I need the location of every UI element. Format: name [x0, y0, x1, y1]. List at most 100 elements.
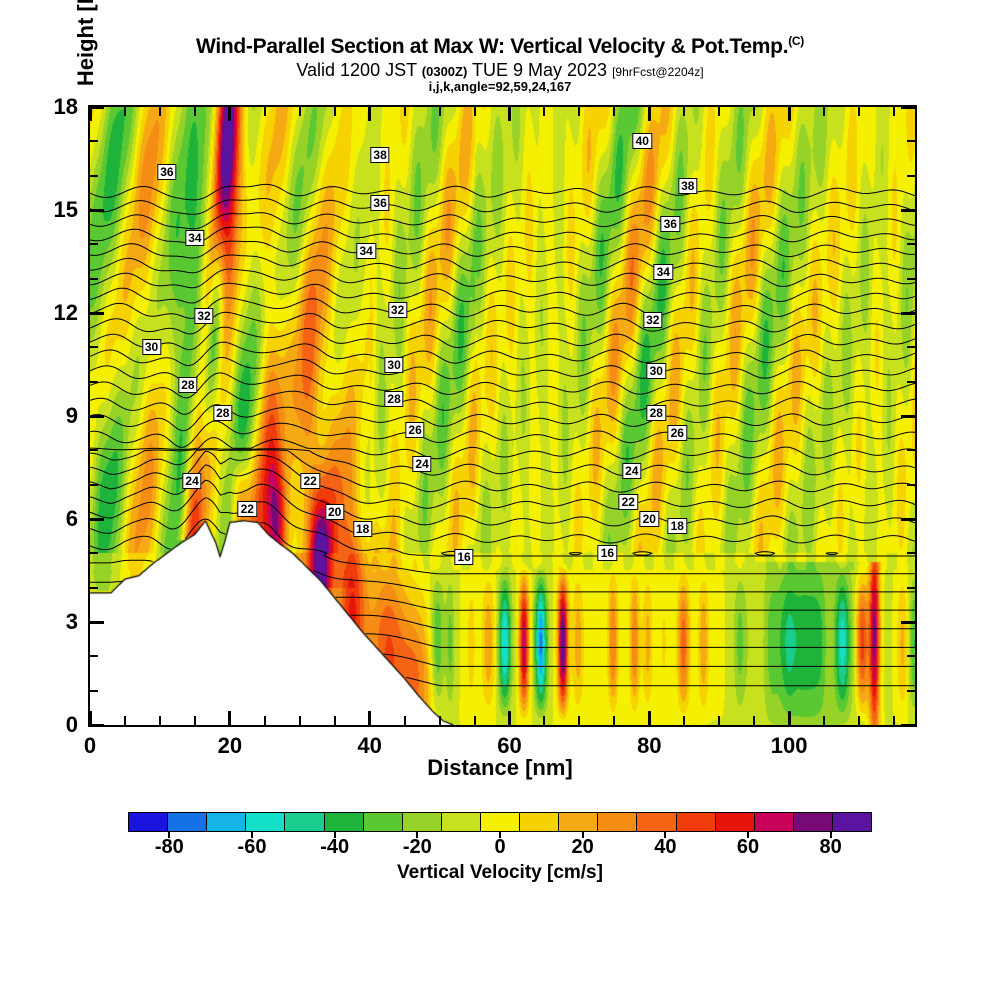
colorbar-band — [129, 813, 168, 831]
colorbar-band — [558, 813, 598, 831]
theta-contour-line — [632, 551, 653, 556]
x-axis-minor-tick — [858, 716, 861, 725]
theta-contour-line — [90, 388, 915, 415]
y-axis-tick-label: 3 — [65, 609, 78, 634]
theta-contour-line — [90, 183, 915, 201]
x-axis-minor-tick-top — [193, 107, 196, 116]
x-axis-minor-tick — [298, 716, 301, 725]
subtitle-utc-time: (0300Z) — [421, 64, 468, 79]
y-axis-tick-mark-right — [901, 414, 915, 418]
colorbar-tick-label: -20 — [402, 836, 432, 858]
theta-contour-line — [90, 559, 153, 564]
theta-contour-line — [90, 464, 915, 527]
x-axis-minor-tick — [893, 716, 896, 725]
x-axis-minor-tick-top — [823, 107, 826, 116]
colorbar-band — [636, 813, 676, 831]
contour-label: 34 — [356, 243, 376, 260]
contour-label: 22 — [237, 500, 257, 517]
colorbar-band — [753, 813, 793, 831]
colorbar-tick-mark — [333, 832, 336, 838]
colorbar-band — [245, 813, 285, 831]
x-axis-tick-label: 80 — [637, 733, 662, 758]
theta-contour-line — [405, 676, 915, 687]
subtitle-indices: i,j,k,angle=92,59,24,167 — [428, 79, 572, 94]
x-axis-tick-label: 60 — [497, 733, 522, 758]
y-axis-minor-tick — [907, 552, 915, 555]
x-axis-minor-tick — [613, 716, 616, 725]
x-axis-label: Distance [nm] — [427, 755, 573, 780]
y-axis-tick-mark — [90, 723, 104, 727]
colorbar-tick-mark — [664, 832, 667, 838]
theta-contour-line — [383, 653, 915, 667]
y-axis-minor-tick — [907, 277, 915, 280]
contour-label: 32 — [387, 301, 408, 318]
x-axis-minor-tick-top — [403, 107, 406, 116]
contour-label: 16 — [454, 548, 474, 565]
theta-contour-line — [260, 522, 915, 575]
subtitle-valid-time: Valid 1200 JST — [296, 60, 417, 80]
contour-label: 24 — [622, 462, 642, 479]
theta-contour-line — [365, 633, 915, 648]
theta-contour-line — [90, 404, 915, 432]
x-axis-minor-tick — [333, 716, 336, 725]
colorbar-band — [440, 813, 480, 831]
contour-label: 38 — [678, 178, 698, 194]
theta-contour-line — [90, 212, 915, 230]
x-axis-tick-label: 0 — [83, 733, 97, 758]
colorbar-tick-mark — [829, 832, 832, 838]
y-axis-tick-mark — [90, 414, 104, 418]
y-axis-tick-mark-right — [901, 105, 915, 109]
contour-label: 40 — [632, 133, 652, 150]
colorbar-tick-label: -60 — [237, 836, 267, 858]
y-axis-minor-tick — [90, 449, 98, 452]
y-axis-minor-tick — [907, 689, 915, 692]
x-axis-tick-mark-top — [88, 107, 92, 121]
y-axis-tick-mark — [90, 517, 104, 521]
contour-label: 28 — [178, 377, 198, 394]
y-axis-tick-mark-right — [901, 517, 915, 521]
contour-label: 32 — [194, 308, 214, 325]
x-axis-minor-tick-top — [613, 107, 616, 116]
theta-contour-line — [568, 552, 583, 556]
colorbar-tick-mark — [168, 832, 171, 838]
colorbar-tick-label: 80 — [819, 836, 842, 858]
colorbar-band — [206, 813, 246, 831]
x-axis-tick-mark-top — [368, 107, 372, 121]
x-axis-minor-tick-top — [543, 107, 546, 116]
y-axis-tick-label: 6 — [65, 506, 78, 531]
y-axis-minor-tick — [90, 174, 98, 177]
contour-label: 26 — [405, 421, 425, 438]
theta-contour-line — [90, 282, 915, 304]
theta-contour-line — [90, 372, 915, 399]
x-axis-minor-tick-top — [298, 107, 301, 116]
colorbar-band — [167, 813, 207, 831]
colorbar-band — [597, 813, 637, 831]
colorbar-band — [792, 813, 832, 831]
contour-label: 24 — [412, 456, 432, 473]
y-axis-minor-tick — [90, 277, 98, 280]
contour-label: 30 — [646, 363, 666, 380]
contour-label: 28 — [384, 390, 404, 407]
theta-contour-line — [90, 311, 915, 335]
theta-contour-line — [335, 596, 915, 611]
contour-label: 32 — [643, 311, 663, 328]
theta-contour-line — [90, 226, 915, 244]
colorbar-band — [714, 813, 754, 831]
theta-contour-line — [312, 569, 915, 593]
contour-label: 30 — [141, 339, 162, 356]
contour-label: 28 — [213, 404, 233, 421]
theta-contour-line — [90, 297, 915, 319]
x-axis-minor-tick — [753, 716, 756, 725]
theta-contour-line — [90, 448, 915, 477]
x-axis-minor-tick-top — [263, 107, 266, 116]
y-axis-minor-tick — [90, 380, 98, 383]
theta-contour-line — [90, 341, 915, 367]
y-axis-minor-tick — [907, 346, 915, 349]
contour-label: 20 — [325, 504, 345, 521]
subtitle-date: TUE 9 May 2023 — [472, 60, 608, 80]
colorbar-tick-label: -40 — [320, 836, 350, 858]
x-axis-tick-label: 40 — [357, 733, 382, 758]
colorbar-tick-mark — [251, 832, 253, 838]
contour-label: 26 — [667, 425, 687, 442]
